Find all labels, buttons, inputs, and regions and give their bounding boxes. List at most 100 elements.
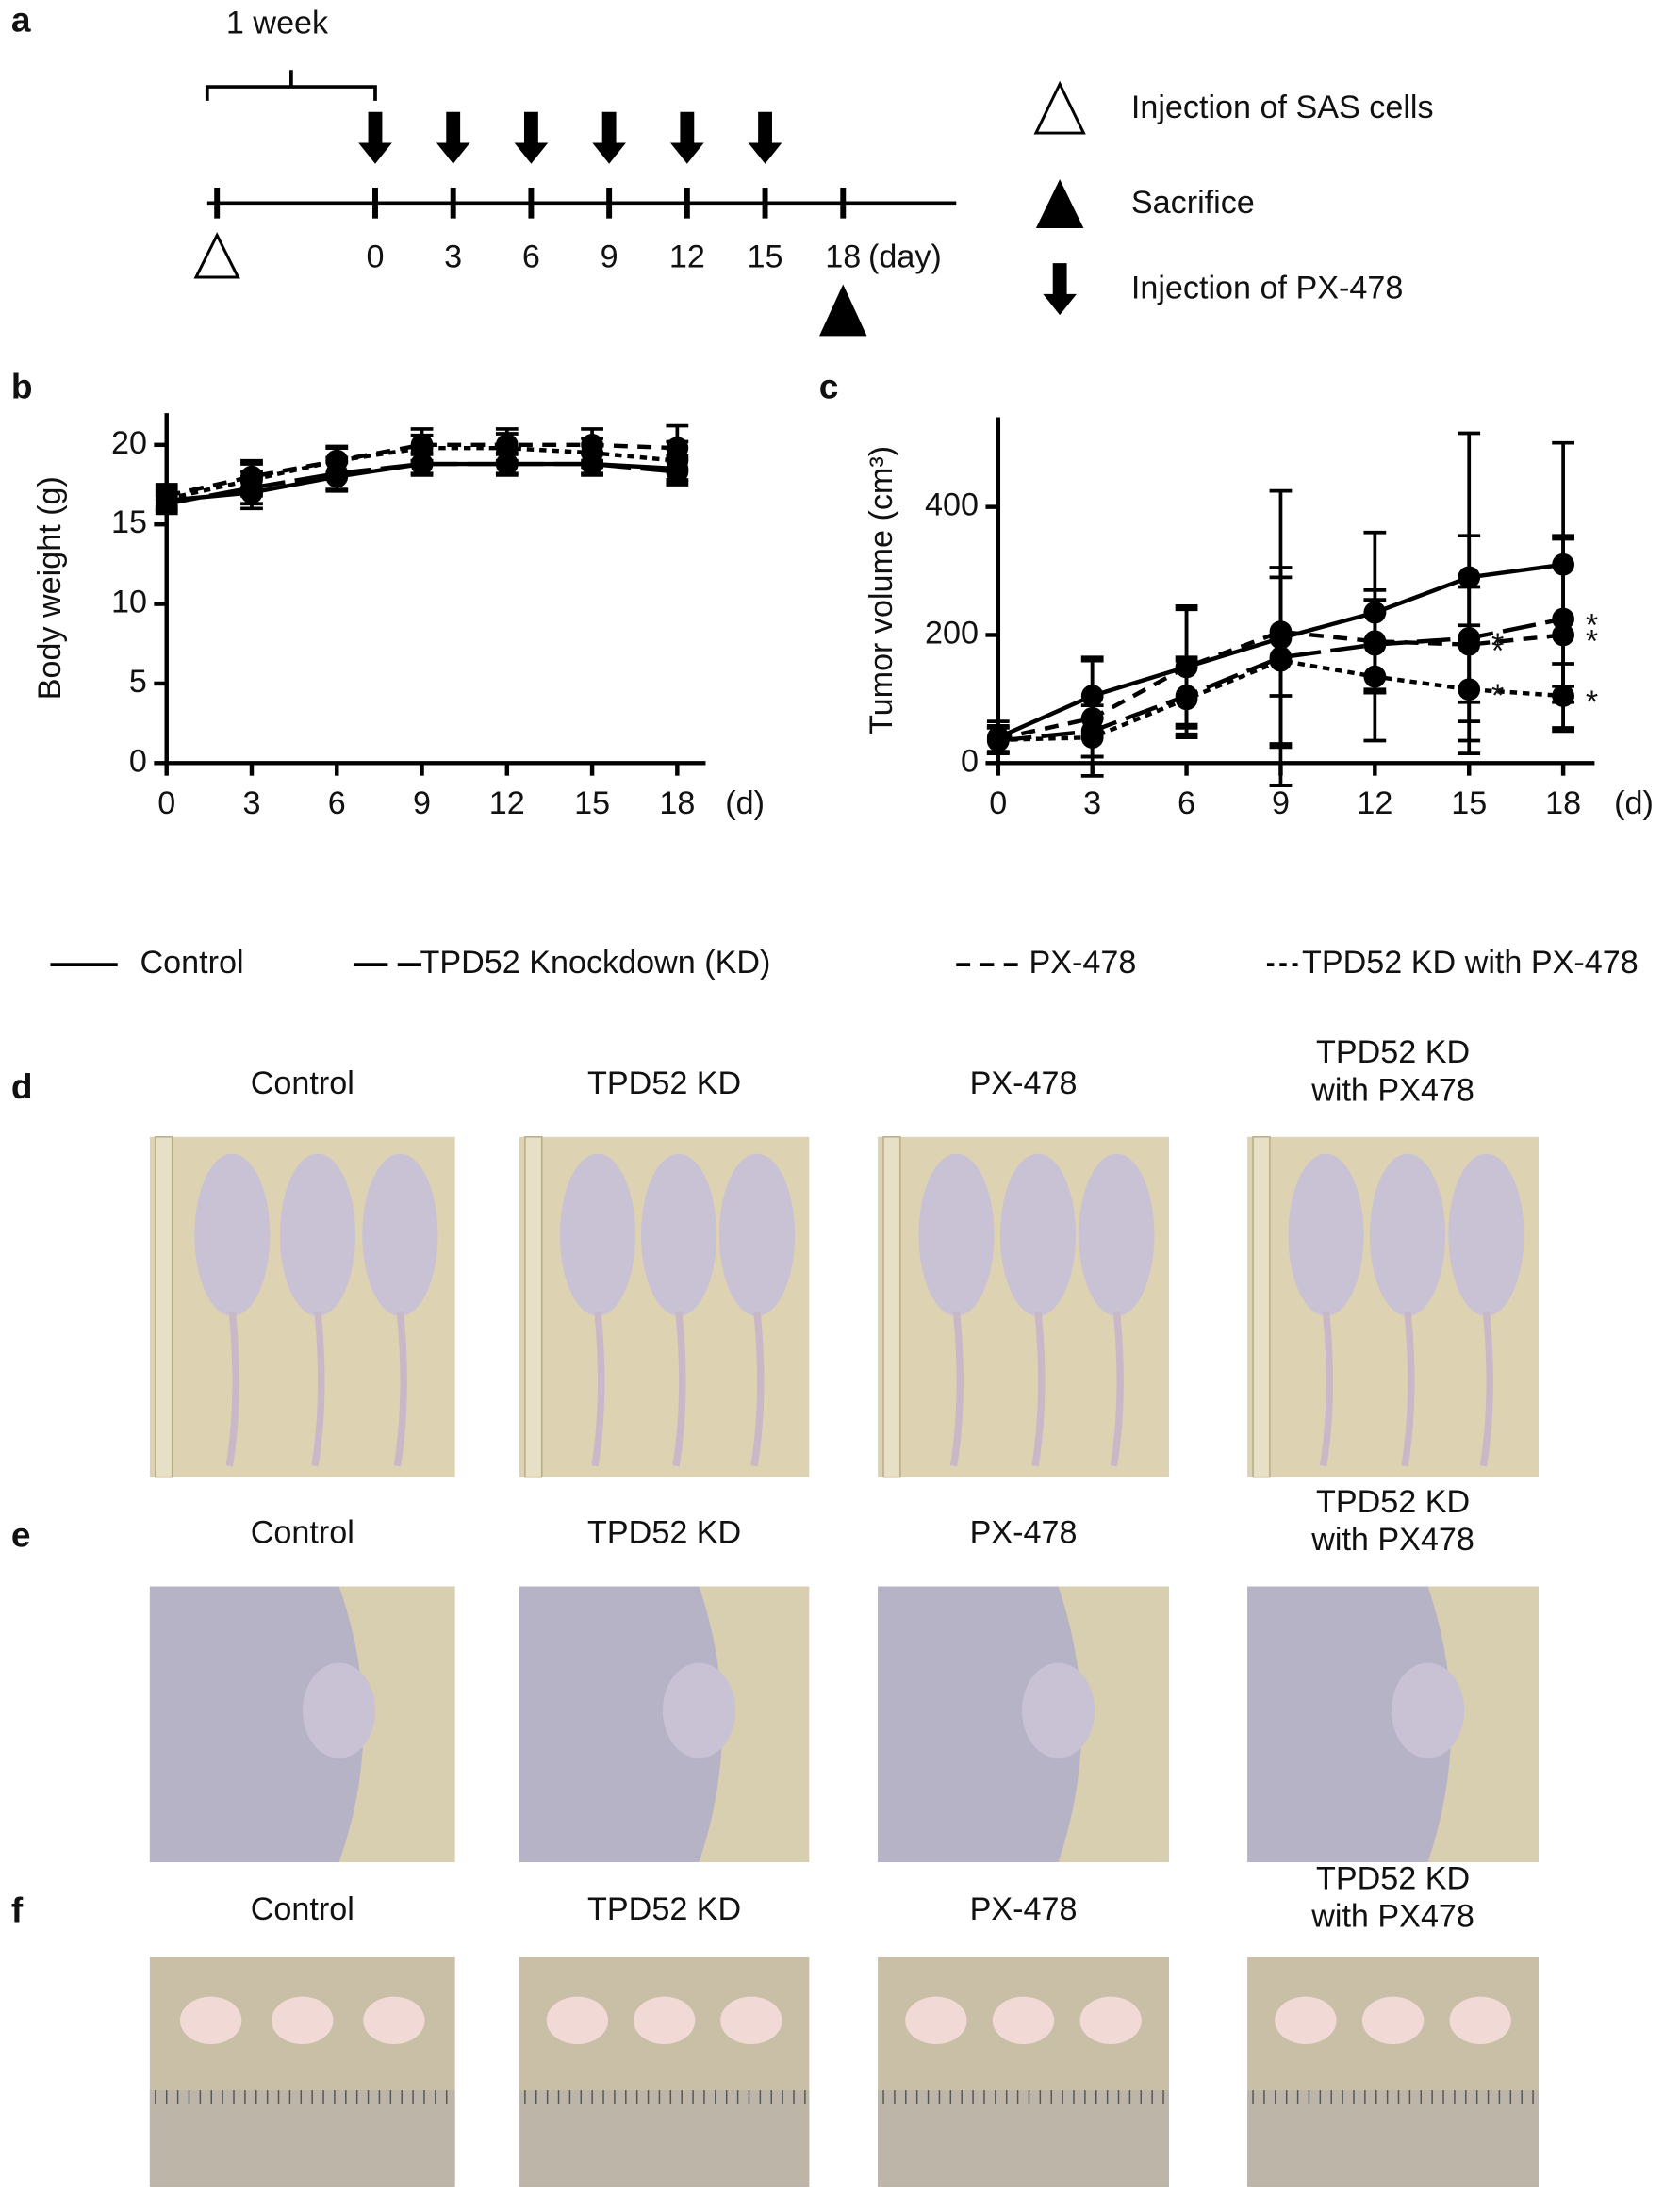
mouse-tail <box>750 1312 765 1467</box>
group-label: TPD52 KD <box>1316 1034 1470 1070</box>
group-label: PX-478 <box>970 1515 1078 1551</box>
panel-label: d <box>11 1066 33 1106</box>
timeline-legend-label: Injection of SAS cells <box>1131 90 1434 125</box>
photo <box>519 1956 810 2187</box>
day-label: 18 <box>825 239 861 275</box>
panel-label: a <box>11 0 31 40</box>
mouse-tail <box>1479 1312 1493 1467</box>
tumor <box>720 1996 782 2045</box>
x-tick-label: 6 <box>328 785 346 821</box>
significance-mark: * <box>1491 627 1504 663</box>
mouse-tail <box>1110 1312 1124 1467</box>
mouse-tail <box>225 1312 239 1467</box>
x-tick-label: 9 <box>413 785 431 821</box>
photo <box>878 1956 1169 2187</box>
x-tick-label: 0 <box>989 785 1007 821</box>
photo <box>149 1586 455 1863</box>
ruler <box>1247 2090 1540 2187</box>
x-unit: (d) <box>1614 785 1654 821</box>
tumor <box>546 1996 609 2045</box>
mouse-body <box>918 1153 995 1316</box>
photo <box>149 1136 455 1478</box>
x-tick-label: 15 <box>1451 785 1487 821</box>
mouse-tail <box>1031 1312 1046 1467</box>
injection-arrow <box>670 111 704 164</box>
significance-mark: * <box>1491 634 1504 669</box>
data-point <box>1458 678 1481 701</box>
injection-arrow <box>592 111 626 164</box>
data-point <box>1175 687 1198 711</box>
legend-label: TPD52 Knockdown (KD) <box>420 945 771 981</box>
mouse-body <box>1448 1153 1524 1316</box>
skin <box>878 1586 1082 1863</box>
data-point <box>581 441 603 465</box>
y-tick-label: 20 <box>111 425 147 461</box>
photo <box>878 1136 1169 1478</box>
y-tick-label: 15 <box>111 504 147 540</box>
tumor <box>1449 1996 1511 2045</box>
group-label: with PX478 <box>1310 1072 1474 1108</box>
legend-label: Control <box>140 945 244 981</box>
data-point <box>495 437 519 460</box>
panel-label: b <box>11 367 33 406</box>
group-label: PX-478 <box>970 1065 1078 1101</box>
data-point <box>1080 726 1104 750</box>
mouse-body <box>559 1153 636 1316</box>
y-axis-label: Tumor volume (cm³) <box>864 446 899 734</box>
photo <box>1247 1136 1540 1478</box>
group-label: TPD52 KD <box>587 1891 741 1927</box>
group-label: TPD52 KD <box>587 1065 741 1101</box>
ruler <box>524 1136 543 1478</box>
tumor <box>1361 1996 1425 2045</box>
mouse-body <box>999 1153 1077 1316</box>
injection-sas-marker <box>193 232 240 279</box>
significance-mark: * <box>1586 607 1598 643</box>
photo <box>149 1956 455 2187</box>
y-tick-label: 0 <box>129 743 147 779</box>
group-label: Control <box>251 1065 354 1101</box>
tumor <box>1275 1996 1337 2045</box>
data-point <box>1552 685 1574 707</box>
data-point <box>666 449 689 472</box>
day-label: 15 <box>748 239 783 275</box>
significance-mark: * <box>1491 678 1504 714</box>
data-point <box>1269 649 1293 672</box>
data-point <box>410 437 434 460</box>
data-point <box>1363 665 1387 688</box>
y-axis-label: Body weight (g) <box>32 476 68 700</box>
day-label: 6 <box>522 239 540 275</box>
legend-open-triangle <box>1033 80 1086 135</box>
x-tick-label: 18 <box>1545 785 1581 821</box>
group-label: PX-478 <box>970 1891 1078 1927</box>
significance-mark: * <box>1586 623 1598 659</box>
sacrifice-marker <box>819 284 867 337</box>
legend-label: TPD52 KD with PX-478 <box>1302 945 1639 981</box>
mouse-body <box>1288 1153 1364 1316</box>
tumor <box>1079 1996 1142 2045</box>
panel-label: f <box>11 1890 24 1929</box>
mouse-body <box>640 1153 717 1316</box>
x-tick-label: 12 <box>489 785 525 821</box>
tumor-bulge <box>1392 1662 1465 1758</box>
skin <box>149 1586 364 1863</box>
y-tick-label: 400 <box>925 487 979 523</box>
group-label: TPD52 KD <box>587 1515 741 1551</box>
tumor-bulge <box>303 1662 376 1758</box>
tumor <box>905 1996 967 2045</box>
mouse-tail <box>949 1312 964 1467</box>
tumor <box>633 1996 696 2045</box>
legend-arrow <box>1043 263 1077 316</box>
mouse-tail <box>672 1312 686 1467</box>
tumor-bulge <box>662 1662 736 1758</box>
day-unit: (day) <box>868 239 942 275</box>
tumor <box>179 1996 242 2045</box>
x-tick-label: 9 <box>1272 785 1290 821</box>
y-tick-label: 200 <box>925 615 979 651</box>
day-label: 0 <box>366 239 384 275</box>
timeline-legend-label: Injection of PX-478 <box>1131 270 1403 305</box>
ruler <box>1252 1136 1271 1478</box>
x-tick-label: 3 <box>242 785 260 821</box>
mouse-body <box>718 1153 796 1316</box>
group-label: TPD52 KD <box>1316 1484 1470 1520</box>
timeline-legend-label: Sacrifice <box>1131 185 1255 221</box>
